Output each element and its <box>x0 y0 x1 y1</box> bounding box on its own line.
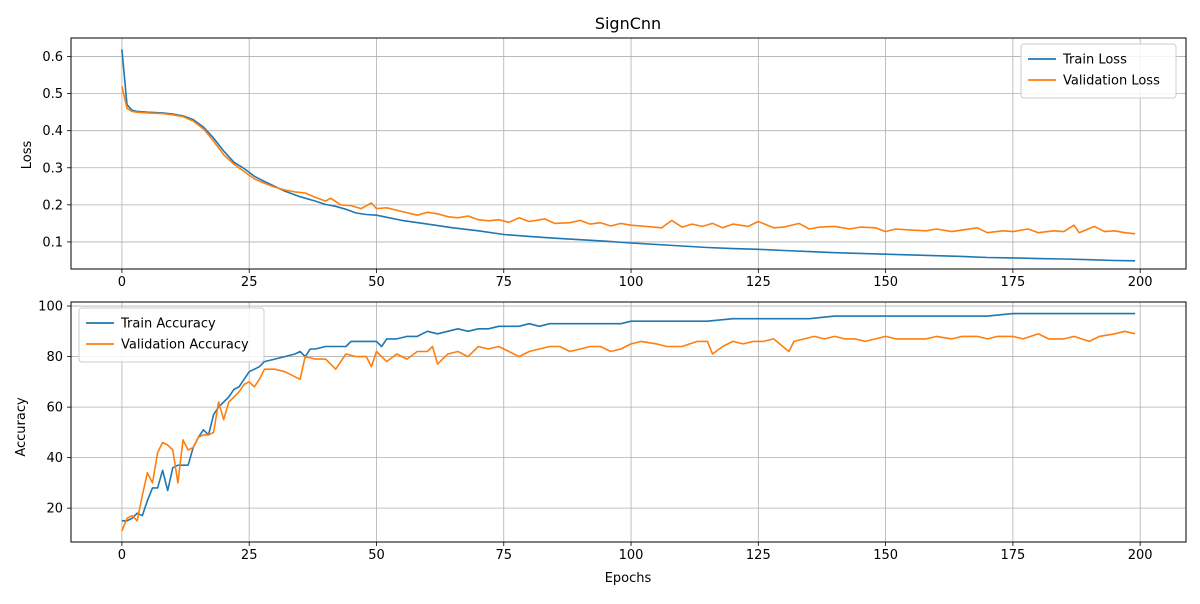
loss-y-tick-label: 0.6 <box>42 50 63 65</box>
loss-series-train-line <box>121 49 1136 262</box>
loss-gridlines <box>71 38 1186 269</box>
loss-x-tick-label: 200 <box>1128 275 1153 290</box>
loss-subplot: SignCnn Loss 0 25 50 75 100 125 150 175 200 0.1 0.… <box>20 14 1187 290</box>
accuracy-subplot: Accuracy Epochs 0 25 50 75 100 125 150 175 200 20… <box>14 300 1187 586</box>
accuracy-legend-box <box>78 307 265 363</box>
loss-series-validation-line <box>121 86 1136 235</box>
accuracy-x-tick-label: 100 <box>619 548 644 563</box>
accuracy-axes-frame <box>70 301 1187 543</box>
loss-x-tick-label: 25 <box>241 275 258 290</box>
accuracy-y-tick-label: 20 <box>46 502 63 517</box>
loss-x-tick-label: 125 <box>746 275 771 290</box>
loss-legend-label: Validation Loss <box>1063 74 1160 89</box>
loss-y-tick-label: 0.5 <box>42 87 63 102</box>
accuracy-x-tick-label: 150 <box>873 548 898 563</box>
loss-plot-lines <box>121 49 1136 262</box>
loss-x-tick-label: 100 <box>619 275 644 290</box>
loss-x-tick-label: 150 <box>873 275 898 290</box>
loss-y-tick-label: 0.4 <box>42 124 63 139</box>
accuracy-y-axis-label: Accuracy <box>14 397 29 457</box>
loss-y-tick-label: 0.2 <box>42 198 63 213</box>
accuracy-x-axis-label: Epochs <box>605 571 652 586</box>
accuracy-legend-label: Validation Accuracy <box>121 338 249 353</box>
accuracy-axis-ticks: 0 25 50 75 100 125 150 175 200 20 40 60 80 100 <box>38 300 1152 563</box>
accuracy-x-tick-label: 175 <box>1000 548 1025 563</box>
loss-x-tick-label: 75 <box>495 275 512 290</box>
accuracy-x-tick-label: 200 <box>1128 548 1153 563</box>
loss-x-tick-label: 0 <box>118 275 126 290</box>
accuracy-x-tick-label: 125 <box>746 548 771 563</box>
loss-x-tick-label: 175 <box>1000 275 1025 290</box>
loss-y-axis-label: Loss <box>20 141 35 170</box>
loss-y-tick-label: 0.1 <box>42 235 63 250</box>
loss-legend-box <box>1020 43 1177 99</box>
accuracy-y-tick-label: 40 <box>46 451 63 466</box>
accuracy-y-tick-label: 80 <box>46 350 63 365</box>
accuracy-x-tick-label: 25 <box>241 548 258 563</box>
loss-x-tick-label: 50 <box>368 275 385 290</box>
accuracy-series-validation-line <box>121 330 1136 532</box>
accuracy-x-tick-label: 50 <box>368 548 385 563</box>
accuracy-y-tick-label: 100 <box>38 300 63 315</box>
loss-legend-label: Train Loss <box>1062 53 1127 68</box>
accuracy-x-tick-label: 0 <box>118 548 126 563</box>
loss-axis-ticks: 0 25 50 75 100 125 150 175 200 0.1 0.2 0.3 0.4 0.5 0.6 <box>42 50 1152 290</box>
accuracy-plot-lines <box>121 312 1136 532</box>
accuracy-legend-label: Train Accuracy <box>120 317 216 332</box>
loss-chart-title: SignCnn <box>595 14 661 33</box>
accuracy-x-tick-label: 75 <box>495 548 512 563</box>
loss-y-tick-label: 0.3 <box>42 161 63 176</box>
accuracy-legend: Train Accuracy Validation Accuracy <box>78 307 265 363</box>
loss-legend: Train Loss Validation Loss <box>1020 43 1177 99</box>
loss-axes-frame <box>70 37 1187 270</box>
accuracy-y-tick-label: 60 <box>46 401 63 416</box>
